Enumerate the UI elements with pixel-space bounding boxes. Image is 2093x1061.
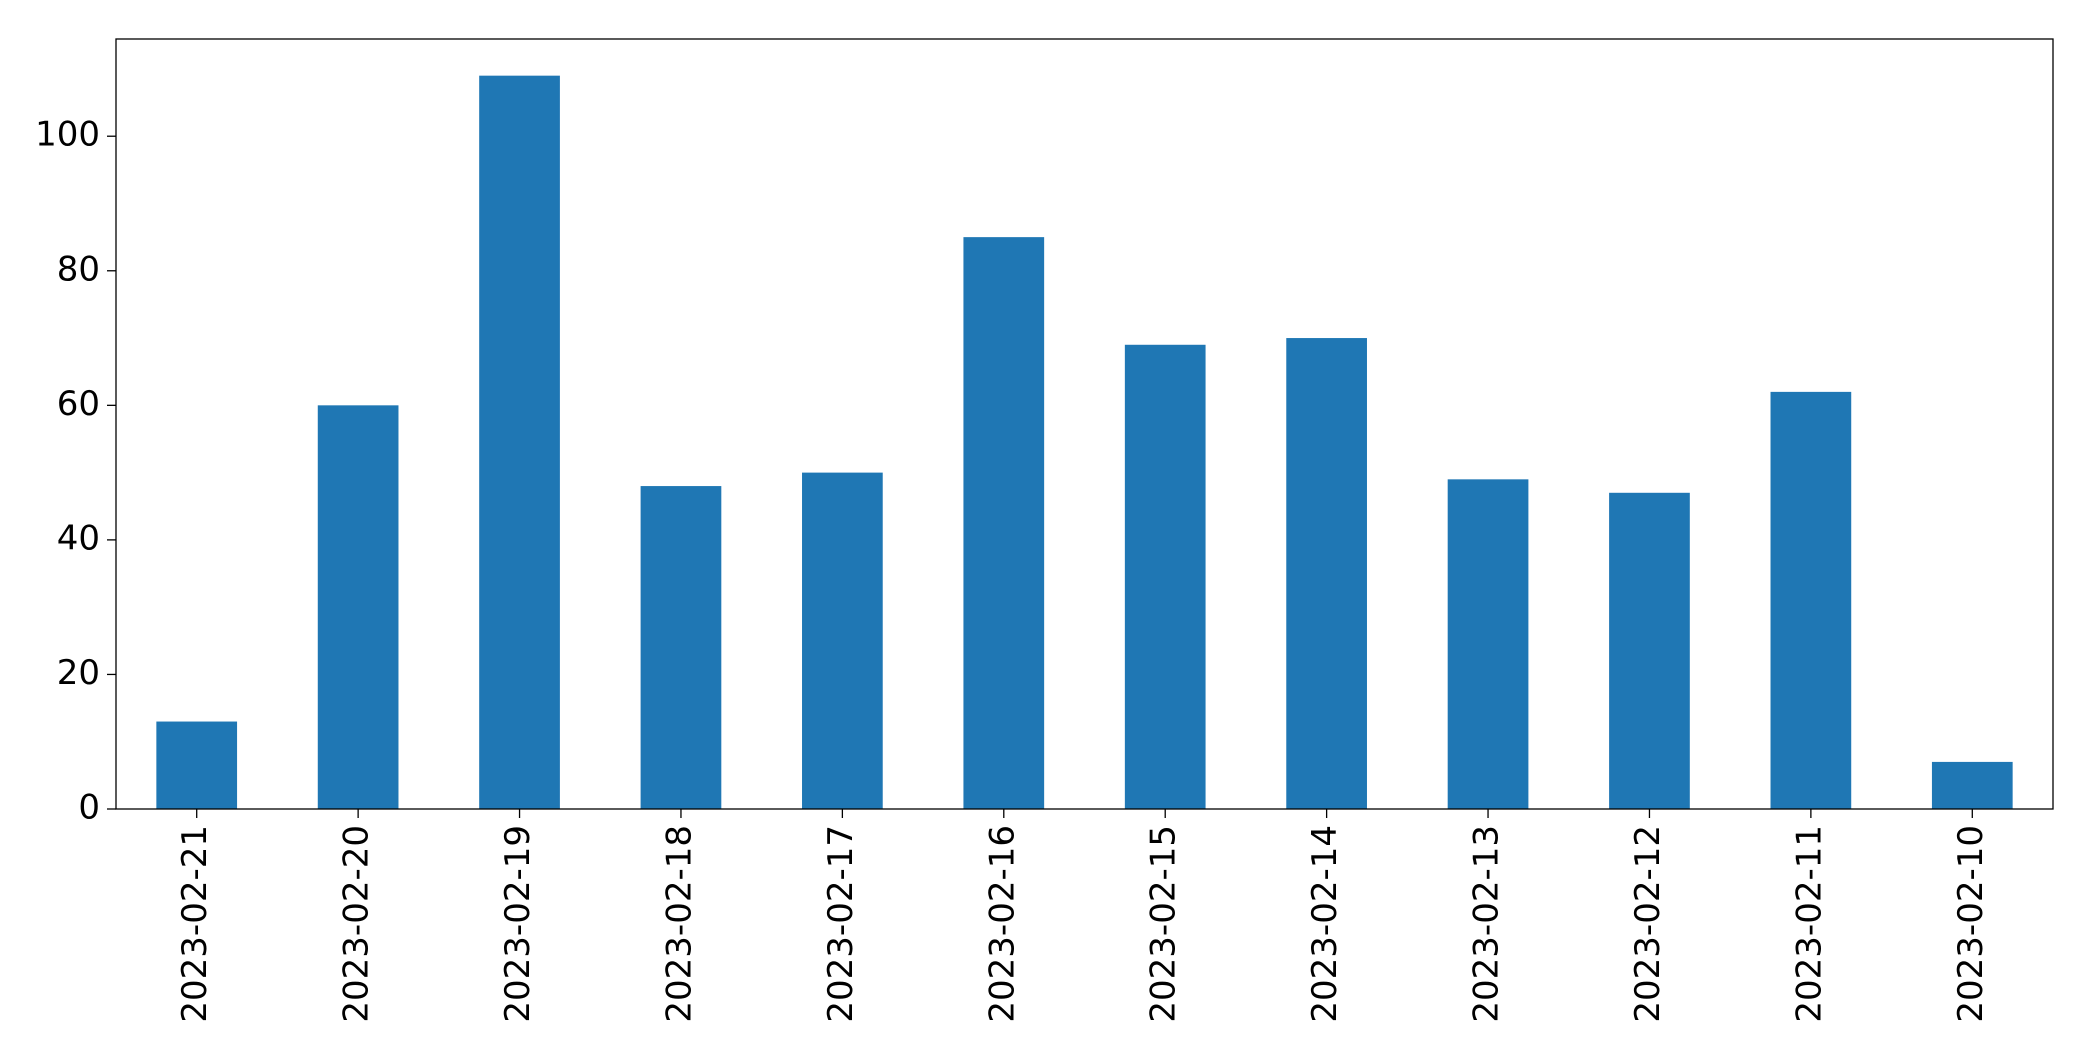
bar	[479, 75, 560, 809]
x-tick-label: 2023-02-15	[1144, 825, 1184, 1023]
y-tick-label: 40	[57, 518, 100, 558]
bar	[1286, 338, 1367, 809]
y-tick-label: 60	[57, 384, 100, 424]
x-tick-label: 2023-02-11	[1789, 825, 1829, 1023]
bar	[802, 472, 883, 809]
bar	[156, 721, 238, 809]
x-tick-label: 2023-02-18	[659, 825, 699, 1023]
bar	[1609, 492, 1690, 809]
x-tick-label: 2023-02-13	[1467, 825, 1507, 1023]
x-tick-label: 2023-02-19	[498, 825, 538, 1023]
y-tick-label: 0	[78, 788, 100, 828]
y-tick-label: 100	[35, 115, 100, 155]
bar	[1447, 479, 1529, 809]
bar	[963, 237, 1045, 810]
bar	[1931, 761, 2013, 809]
bar	[317, 405, 399, 809]
x-tick-label: 2023-02-21	[175, 825, 215, 1023]
y-tick-label: 20	[57, 653, 100, 693]
axes-frame	[115, 38, 2054, 810]
bar	[1124, 344, 1206, 809]
bar	[640, 486, 722, 809]
x-tick-label: 2023-02-16	[982, 825, 1022, 1023]
x-tick-label: 2023-02-20	[337, 825, 377, 1023]
x-tick-label: 2023-02-12	[1628, 825, 1668, 1023]
bar	[1770, 391, 1852, 809]
y-tick-label: 80	[57, 249, 100, 289]
x-tick-label: 2023-02-14	[1305, 825, 1345, 1023]
x-tick-label: 2023-02-10	[1951, 825, 1991, 1023]
x-tick-label: 2023-02-17	[821, 825, 861, 1023]
